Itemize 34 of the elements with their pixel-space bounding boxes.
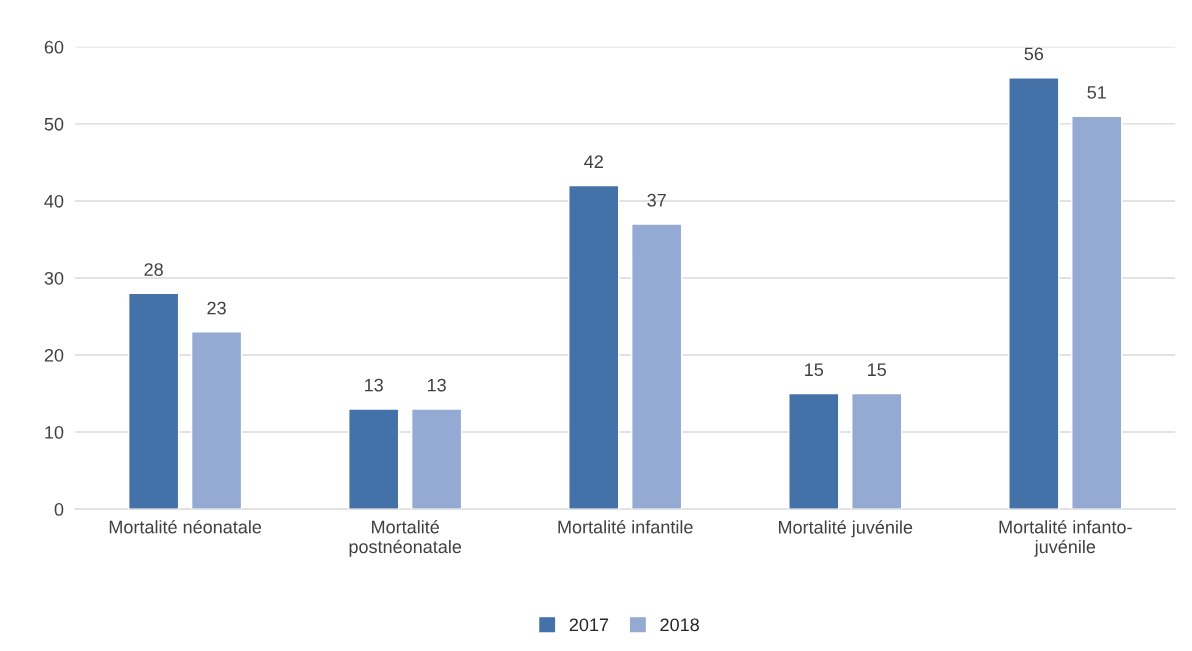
legend-label: 2018 bbox=[660, 618, 699, 632]
data-label: 15 bbox=[805, 363, 824, 377]
bar bbox=[410, 408, 463, 510]
data-label: 51 bbox=[1087, 86, 1106, 99]
bar bbox=[1008, 76, 1060, 510]
bar bbox=[190, 331, 243, 510]
bar bbox=[1071, 115, 1123, 510]
y-tick-label: 50 bbox=[44, 117, 64, 131]
y-tick-label: 20 bbox=[44, 348, 64, 362]
data-label: 23 bbox=[207, 301, 226, 315]
data-label: 13 bbox=[427, 378, 446, 392]
data-label: 13 bbox=[365, 378, 383, 392]
x-tick-label: Mortalité néonatale bbox=[109, 519, 262, 534]
bar bbox=[631, 223, 683, 510]
data-label: 42 bbox=[584, 155, 603, 168]
x-tick-label: Mortalité juvénile bbox=[778, 520, 913, 538]
bar bbox=[348, 408, 400, 510]
bar bbox=[788, 392, 840, 510]
y-tick-label: 60 bbox=[44, 40, 64, 54]
bar bbox=[127, 292, 180, 510]
data-label: 28 bbox=[144, 263, 163, 276]
legend-label: 2017 bbox=[569, 618, 609, 632]
y-tick-label: 30 bbox=[44, 271, 64, 285]
y-tick-label: 10 bbox=[45, 425, 64, 439]
x-tick-label: Mortalité infantile bbox=[558, 519, 693, 534]
x-tick-label: Mortalité infanto- juvénile bbox=[999, 519, 1132, 557]
data-label: 15 bbox=[868, 363, 886, 377]
x-tick-label: Mortalité postnéonatale bbox=[349, 519, 462, 557]
data-label: 37 bbox=[647, 193, 666, 207]
data-label: 56 bbox=[1024, 47, 1044, 61]
y-tick-label: 40 bbox=[44, 194, 64, 208]
bar bbox=[568, 184, 620, 510]
bar bbox=[851, 392, 903, 510]
y-tick-label: 0 bbox=[54, 503, 64, 516]
